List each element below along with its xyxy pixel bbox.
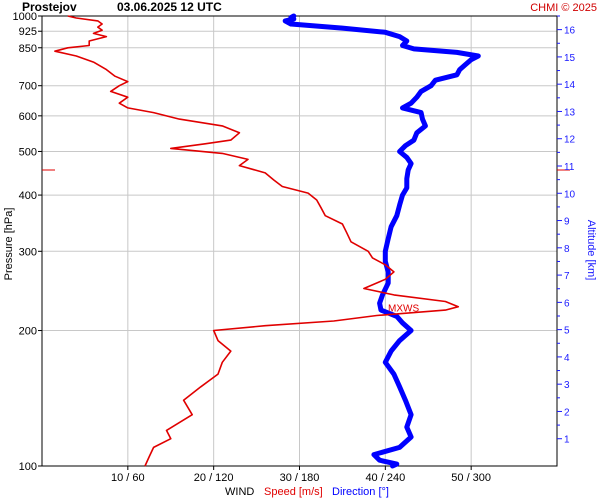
wind-ticks: 10 / 60 20 / 120 30 / 180 40 / 240 50 / 300 — [111, 466, 491, 484]
altitude-tick-label: 10 — [564, 189, 576, 200]
altitude-tick-label: 12 — [564, 135, 576, 146]
altitude-tick-label: 11 — [564, 162, 575, 173]
pressure-tick-label: 300 — [19, 246, 37, 258]
altitude-tick-label: 14 — [564, 80, 576, 91]
altitude-tick-label: 16 — [564, 26, 576, 37]
altitude-tick-label: 8 — [564, 244, 570, 255]
altitude-tick-label: 6 — [564, 298, 570, 309]
pressure-tick-label: 100 — [19, 461, 37, 473]
pressure-tick-label: 200 — [19, 326, 37, 338]
altitude-tick-label: 1 — [564, 435, 570, 446]
sounding-datetime: 03.06.2025 12 UTC — [117, 0, 222, 14]
wind-tick-label: 50 / 300 — [451, 472, 491, 484]
wind-axis-label: WIND — [225, 486, 254, 498]
pressure-tick-label: 600 — [19, 111, 37, 123]
pressure-axis-label: Pressure [hPa] — [3, 208, 15, 281]
altitude-tick-label: 5 — [564, 326, 570, 337]
altitude-axis-label: Altitude [km] — [585, 220, 597, 281]
direction-series-line — [282, 13, 481, 469]
pressure-ticks: 100 200 300 400 500 600 700 850 925 1000 — [13, 11, 42, 473]
speed-series-line — [54, 15, 460, 467]
pressure-tick-label: 1000 — [13, 11, 37, 23]
altitude-tick-label: 4 — [564, 353, 570, 364]
altitude-tick-label: 15 — [564, 53, 576, 64]
altitude-tick-label: 9 — [564, 217, 570, 228]
altitude-tick-label: 7 — [564, 271, 570, 282]
mxws-annotation: MXWS — [388, 304, 419, 315]
station-name: Prostejov — [22, 0, 77, 14]
wind-tick-label: 10 / 60 — [111, 472, 145, 484]
altitude-tick-label: 2 — [564, 407, 570, 418]
pressure-tick-label: 500 — [19, 146, 37, 158]
pressure-tick-label: 850 — [19, 43, 37, 55]
pressure-tick-label: 700 — [19, 81, 37, 93]
wind-tick-label: 30 / 180 — [280, 472, 320, 484]
pressure-tick-label: 400 — [19, 190, 37, 202]
wind-tick-label: 20 / 120 — [194, 472, 234, 484]
direction-axis-label: Direction [°] — [332, 486, 389, 498]
altitude-tick-label: 13 — [564, 107, 576, 118]
altitude-tick-label: 3 — [564, 380, 570, 391]
grid-lines — [42, 16, 557, 466]
pressure-tick-label: 925 — [19, 26, 37, 38]
speed-axis-label: Speed [m/s] — [264, 486, 323, 498]
wind-tick-label: 40 / 240 — [365, 472, 405, 484]
credit-label: CHMI © 2025 — [530, 2, 597, 14]
